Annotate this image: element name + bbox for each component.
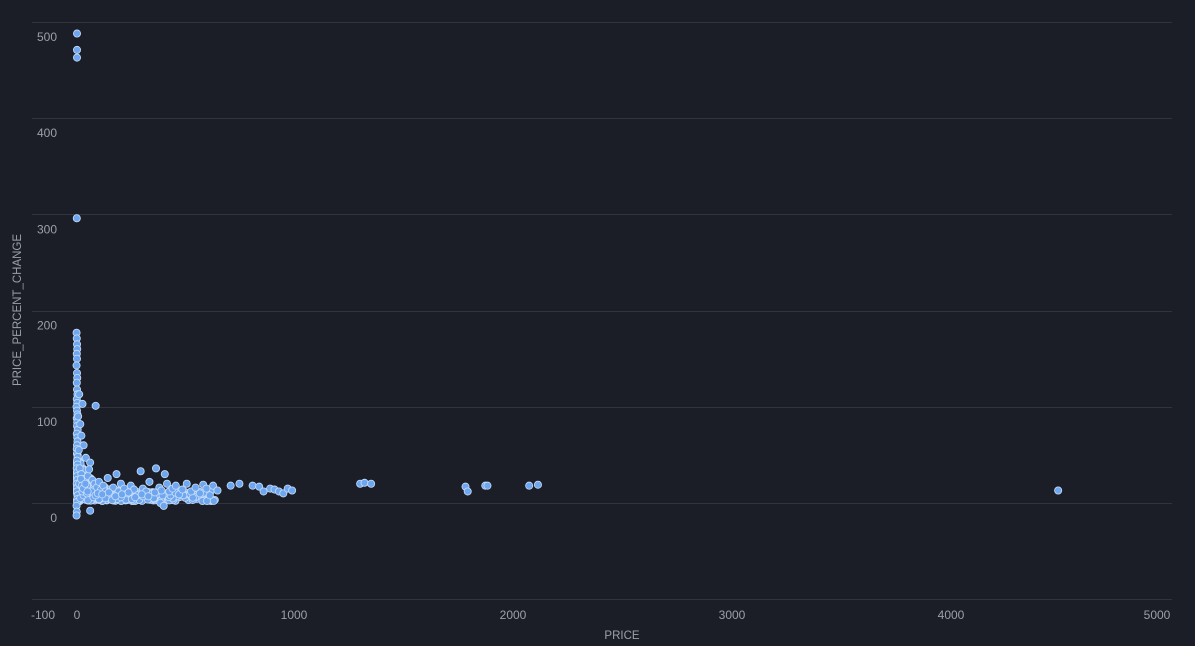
data-point	[525, 481, 534, 490]
gridlines	[32, 22, 1172, 600]
data-point	[112, 470, 121, 479]
data-point	[137, 490, 146, 499]
data-point	[72, 378, 81, 387]
data-point	[213, 486, 222, 495]
data-point	[136, 467, 145, 476]
data-point	[78, 399, 87, 408]
y-tick-label: 200	[37, 319, 57, 333]
data-point	[162, 479, 171, 488]
data-point	[533, 480, 542, 489]
data-point	[83, 487, 92, 496]
data-point	[77, 431, 86, 440]
data-point	[117, 490, 126, 499]
data-point	[86, 458, 95, 467]
y-tick-label: 300	[37, 222, 57, 236]
data-point	[248, 481, 257, 490]
x-tick-label: 0	[74, 608, 81, 622]
data-point	[182, 479, 191, 488]
data-point	[124, 488, 133, 497]
x-tick-label: 4000	[938, 608, 965, 622]
data-point	[159, 501, 168, 510]
data-point	[226, 481, 235, 490]
data-point	[72, 511, 81, 520]
data-point	[483, 481, 492, 490]
data-point	[367, 479, 376, 488]
data-points	[72, 29, 1063, 520]
data-point	[157, 486, 166, 495]
data-point	[463, 487, 472, 496]
data-point	[195, 489, 204, 498]
y-tick-label: 100	[37, 415, 57, 429]
y-tick-label: 500	[37, 30, 57, 44]
data-point	[73, 354, 82, 363]
y-axis-label: PRICE_PERCENT_CHANGE	[12, 234, 24, 386]
y-tick-label: 400	[37, 126, 57, 140]
data-point	[171, 481, 180, 490]
data-point	[104, 488, 113, 497]
data-point	[73, 53, 82, 62]
data-point	[98, 490, 107, 499]
data-point	[73, 45, 82, 54]
data-point	[160, 470, 169, 479]
x-tick-label: 1000	[281, 608, 308, 622]
x-tick-label: 5000	[1144, 608, 1171, 622]
data-point	[152, 464, 161, 473]
data-point	[1054, 486, 1063, 495]
data-point	[259, 487, 268, 496]
data-point	[145, 477, 154, 486]
data-point	[75, 390, 84, 399]
data-point	[360, 478, 369, 487]
data-point	[191, 483, 200, 492]
data-point	[235, 479, 244, 488]
data-point	[72, 361, 81, 370]
tick-labels: 0 100 200 300 400 500 -100 0 1000 2000 3000 4000 500…	[31, 30, 1171, 622]
data-point	[144, 492, 153, 501]
data-point	[288, 486, 297, 495]
x-axis-label: PRICE	[604, 630, 639, 642]
data-point	[91, 401, 100, 410]
data-point	[74, 446, 83, 455]
data-point	[209, 496, 218, 505]
data-point	[103, 473, 112, 482]
data-point	[205, 491, 214, 500]
data-point	[79, 441, 88, 450]
data-point	[202, 484, 211, 493]
x-tick-label: -100	[31, 608, 55, 622]
data-point	[150, 488, 159, 497]
data-point	[85, 465, 94, 474]
data-point	[131, 493, 140, 502]
x-tick-label: 2000	[500, 608, 527, 622]
data-point	[73, 29, 82, 38]
data-point	[178, 485, 187, 494]
y-tick-label: 0	[50, 511, 57, 525]
data-point	[72, 214, 81, 223]
data-point	[81, 479, 90, 488]
data-point	[74, 412, 83, 421]
data-point	[111, 492, 120, 501]
data-point	[76, 420, 85, 429]
data-point	[86, 506, 95, 515]
x-tick-label: 3000	[719, 608, 746, 622]
